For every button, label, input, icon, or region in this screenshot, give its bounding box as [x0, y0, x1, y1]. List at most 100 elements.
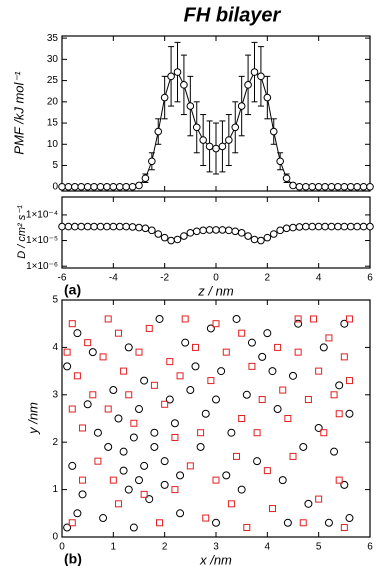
x-tick-label: -2	[160, 273, 169, 284]
data-point	[77, 182, 86, 191]
data-point	[83, 222, 92, 231]
data-point	[104, 442, 113, 451]
data-point	[180, 81, 188, 89]
data-point	[109, 222, 118, 231]
data-point	[314, 182, 323, 191]
data-point	[64, 222, 73, 231]
x-axis-label: x /nm	[199, 552, 232, 566]
data-point	[180, 232, 188, 240]
data-point	[140, 490, 148, 498]
data-point	[119, 466, 128, 475]
x-tick-label: -4	[109, 273, 118, 284]
data-point	[73, 509, 82, 518]
data-point	[295, 182, 304, 191]
data-point	[340, 182, 349, 191]
data-point	[321, 222, 329, 231]
data-point	[99, 353, 107, 361]
data-point	[233, 452, 241, 460]
y-tick-label: 1×10⁻⁴	[26, 210, 58, 221]
data-point	[88, 348, 97, 357]
data-point	[237, 485, 246, 494]
y-axis-label: y /nm	[25, 402, 40, 435]
data-point	[218, 142, 227, 151]
data-point	[248, 362, 256, 370]
data-point	[141, 224, 150, 233]
data-point	[302, 182, 310, 191]
panel-label: (a)	[64, 282, 81, 298]
data-point	[359, 222, 368, 231]
data-point	[173, 235, 182, 244]
data-point	[315, 495, 323, 503]
data-point	[79, 476, 87, 484]
data-point	[135, 181, 143, 190]
data-point	[330, 391, 338, 399]
data-point	[304, 396, 312, 404]
data-point	[340, 353, 348, 361]
data-point	[314, 222, 323, 231]
data-point	[340, 319, 349, 328]
plot-frame	[61, 299, 371, 538]
data-point	[345, 514, 354, 523]
data-point	[73, 372, 81, 380]
y-axis-label: D / cm² s⁻¹	[16, 205, 28, 259]
data-point	[197, 429, 205, 437]
data-point	[335, 410, 343, 418]
y-axis-label: PMF /kJ mol⁻¹	[11, 71, 26, 155]
data-point	[128, 223, 137, 231]
data-point	[335, 476, 343, 484]
y-tick-label: 0	[52, 532, 58, 543]
y-tick-label: 1×10⁻⁶	[26, 261, 58, 272]
data-point	[124, 343, 133, 352]
x-tick-label: 2	[265, 273, 271, 284]
data-point	[96, 222, 105, 231]
data-point	[334, 182, 342, 191]
data-point	[109, 476, 117, 484]
data-point	[237, 229, 246, 237]
data-point	[186, 229, 195, 237]
data-point	[269, 230, 278, 238]
data-point	[330, 447, 339, 456]
x-tick-label: 4	[265, 542, 271, 553]
data-point	[257, 72, 265, 81]
data-point	[150, 442, 159, 451]
data-point	[327, 182, 336, 191]
data-point	[156, 519, 164, 527]
x-tick-label: 0	[213, 273, 219, 284]
data-point	[218, 226, 227, 234]
data-point	[294, 348, 302, 356]
data-point	[109, 182, 118, 191]
data-point	[93, 428, 102, 437]
data-point	[242, 390, 251, 399]
data-point	[71, 182, 79, 191]
data-point	[77, 222, 86, 231]
data-point	[201, 409, 210, 418]
data-point	[160, 480, 169, 489]
data-point	[167, 236, 175, 245]
data-point	[192, 227, 201, 236]
data-point	[68, 320, 76, 328]
data-point	[268, 505, 276, 513]
data-point	[327, 222, 336, 231]
data-point	[181, 315, 189, 323]
data-point	[63, 362, 72, 371]
data-point	[282, 224, 291, 233]
x-tick-label: 4	[316, 273, 322, 284]
data-point	[353, 222, 361, 231]
data-point	[276, 226, 284, 235]
data-point	[294, 315, 302, 323]
data-point	[122, 222, 130, 231]
data-point	[154, 127, 163, 136]
data-point	[114, 329, 122, 337]
data-point	[124, 485, 133, 494]
data-point	[63, 523, 72, 532]
data-point	[320, 429, 328, 437]
y-tick-label: 20	[47, 96, 59, 107]
data-point	[346, 182, 355, 191]
data-point	[289, 452, 297, 460]
data-point	[207, 377, 215, 385]
data-point	[232, 314, 241, 323]
y-tick-label: 30	[47, 54, 59, 65]
data-point	[294, 319, 303, 328]
data-point	[283, 518, 292, 527]
